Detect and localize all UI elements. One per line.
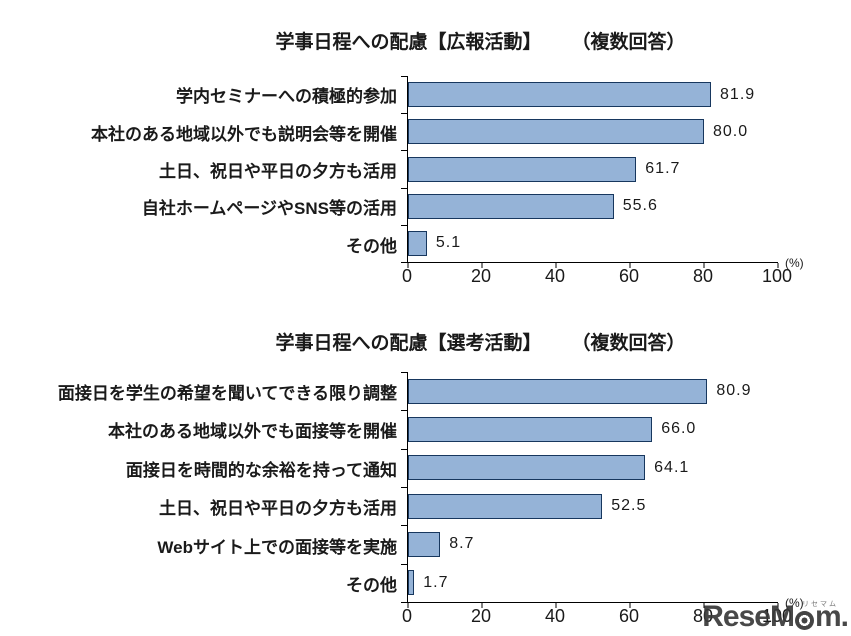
watermark-text-suffix: m. (814, 600, 849, 633)
chart1: 学内セミナーへの積極的参加 本社のある地域以外でも説明会等を開催 土日、祝日や平… (0, 76, 779, 268)
x-tick-mark (407, 603, 409, 608)
x-tick-label: 100 (761, 266, 793, 286)
category-label: 自社ホームページやSNS等の活用 (141, 199, 397, 219)
x-tick-mark (629, 603, 631, 608)
bar (408, 119, 704, 145)
bar-row: 52.5 (401, 486, 778, 525)
value-label: 5.1 (435, 234, 462, 252)
bar-row: 1.7 (401, 563, 778, 602)
value-label: 1.7 (423, 573, 449, 591)
chart1-x-axis-labels: 0 20 40 60 80 100 (%) (402, 256, 804, 290)
watermark-text-m: M (769, 600, 795, 633)
x-tick-mark (481, 603, 483, 608)
value-label: 80.0 (713, 122, 749, 140)
category-label: その他 (346, 236, 397, 256)
bar-row: 61.7 (401, 150, 778, 187)
x-tick-mark (481, 263, 483, 268)
value-label: 66.0 (661, 420, 697, 438)
bar-row: 80.0 (401, 113, 778, 150)
x-tick-mark (555, 263, 557, 268)
bar-row: 8.7 (401, 525, 778, 563)
bar (408, 416, 653, 442)
chart1-title: 学事日程への配慮【広報活動】 （複数回答） (110, 27, 851, 54)
x-tick-label: 40 (544, 606, 566, 626)
x-tick-label: 20 (470, 606, 492, 626)
chart2-category-labels: 面接日を学生の希望を聞いてできる限り調整 本社のある地域以外でも面接等を開催 面… (0, 372, 397, 603)
x-tick-mark (777, 603, 779, 608)
x-tick-label: 80 (692, 266, 714, 286)
chart2-annotation: （複数回答） (571, 333, 686, 354)
category-label: 土日、祝日や平日の夕方も活用 (159, 499, 397, 519)
resemom-logo-icon (794, 610, 814, 630)
resemom-jp-label: リセマム (802, 601, 838, 608)
percent-unit-label: (%) (785, 256, 804, 270)
bar (408, 156, 637, 182)
x-tick-label: 60 (618, 266, 640, 286)
chart1-plot-area: 81.9 80.0 61.7 55.6 5.1 (401, 76, 779, 268)
x-tick-label: 100 (761, 606, 793, 626)
value-label: 61.7 (645, 160, 681, 177)
x-tick-label: 60 (618, 606, 640, 626)
category-label: 面接日を時間的な余裕を持って通知 (125, 460, 397, 480)
percent-unit-label: (%) (785, 596, 804, 610)
category-label: 土日、祝日や平日の夕方も活用 (159, 162, 397, 182)
bar (408, 570, 415, 596)
chart2: 面接日を学生の希望を聞いてできる限り調整 本社のある地域以外でも面接等を開催 面… (0, 372, 779, 608)
category-label: 学内セミナーへの積極的参加 (176, 87, 397, 107)
chart1-title-text: 学事日程への配慮【広報活動】 (275, 32, 542, 53)
bar (408, 230, 427, 256)
category-label: その他 (346, 576, 397, 596)
chart1-annotation: （複数回答） (571, 32, 686, 53)
watermark-text-prefix: Rese (702, 600, 771, 633)
x-tick-mark (777, 263, 779, 268)
value-label: 52.5 (611, 497, 647, 515)
x-tick-mark (407, 263, 409, 268)
value-label: 8.7 (449, 535, 475, 553)
x-tick-mark (555, 603, 557, 608)
x-tick-label: 0 (401, 606, 413, 626)
x-tick-mark (703, 263, 705, 268)
bar-row: 80.9 (401, 372, 778, 410)
chart2-title: 学事日程への配慮【選考活動】 （複数回答） (110, 328, 851, 355)
chart2-plot-area: 80.9 66.0 64.1 52.5 8.7 1.7 (401, 372, 779, 608)
value-label: 80.9 (716, 382, 752, 400)
bar-row: 55.6 (401, 187, 778, 225)
bar-row: 5.1 (401, 224, 778, 262)
chart1-category-labels: 学内セミナーへの積極的参加 本社のある地域以外でも説明会等を開催 土日、祝日や平… (0, 76, 397, 263)
bar (408, 455, 646, 481)
bar-row: 64.1 (401, 448, 778, 487)
bar (408, 531, 441, 557)
value-label: 55.6 (622, 197, 658, 215)
chart2-title-text: 学事日程への配慮【選考活動】 (275, 333, 542, 354)
bar-row: 81.9 (401, 76, 778, 113)
bar (408, 82, 712, 108)
x-tick-label: 40 (544, 266, 566, 286)
x-tick-label: 20 (470, 266, 492, 286)
chart2-x-axis-labels: 0 20 40 60 80 100 (%) (402, 596, 804, 630)
resemom-watermark: リセマム Rese M m. (702, 600, 849, 634)
x-tick-label: 80 (692, 606, 714, 626)
bar (408, 378, 708, 404)
category-label: 面接日を学生の希望を聞いてできる限り調整 (57, 383, 397, 403)
category-label: 本社のある地域以外でも面接等を開催 (108, 422, 397, 442)
x-tick-mark (703, 603, 705, 608)
bar (408, 193, 614, 219)
value-label: 81.9 (720, 85, 756, 103)
bar (408, 493, 603, 519)
value-label: 64.1 (654, 458, 690, 476)
category-label: 本社のある地域以外でも説明会等を開催 (91, 124, 397, 144)
x-tick-mark (629, 263, 631, 268)
x-tick-label: 0 (401, 266, 413, 286)
category-label: Webサイト上での面接等を実施 (157, 537, 397, 557)
bar-row: 66.0 (401, 410, 778, 448)
